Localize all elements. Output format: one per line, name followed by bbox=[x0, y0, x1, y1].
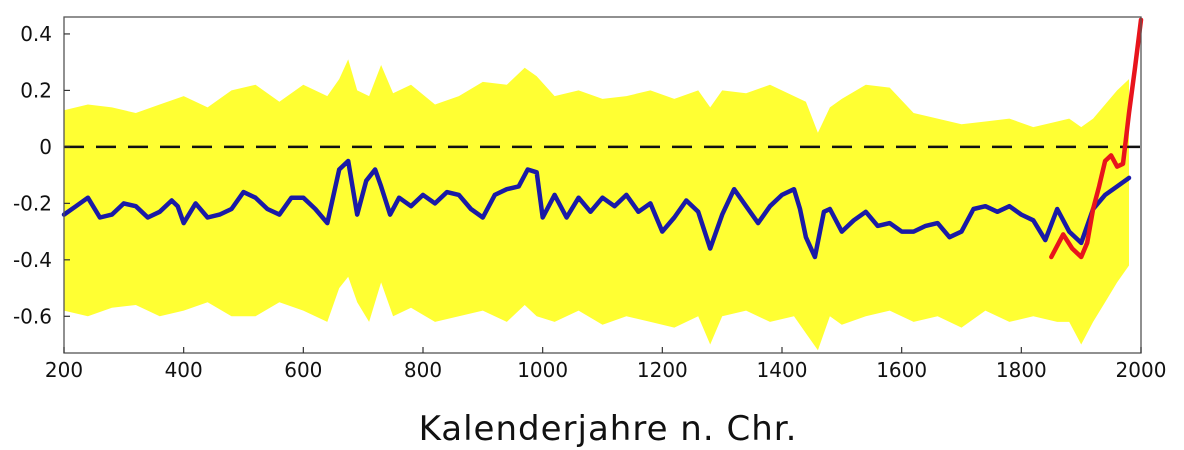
axis-ticks-layer: 200 400 600 800 1000 1200 1400 1600 1800 2000 0.4 0… bbox=[13, 22, 1166, 382]
x-tick-label: 1400 bbox=[757, 358, 808, 382]
y-tick-label: 0 bbox=[39, 135, 52, 159]
x-axis-label: Kalenderjahre n. Chr. bbox=[419, 409, 798, 449]
x-tick-label: 1000 bbox=[517, 358, 568, 382]
y-tick-label: -0.6 bbox=[13, 304, 52, 328]
x-tick-label: 200 bbox=[45, 358, 83, 382]
x-tick-label: 1600 bbox=[876, 358, 927, 382]
y-tick-label: 0.2 bbox=[20, 78, 52, 102]
x-tick-label: 1200 bbox=[637, 358, 688, 382]
series-layer bbox=[61, 17, 1144, 260]
y-tick-label: 0.4 bbox=[20, 22, 52, 46]
x-tick-label: 600 bbox=[284, 358, 322, 382]
instrumental-series-line bbox=[1049, 17, 1144, 260]
plot-frame bbox=[63, 16, 1142, 354]
y-tick-label: -0.4 bbox=[13, 248, 52, 272]
y-tick-label: -0.2 bbox=[13, 191, 52, 215]
x-tick-label: 1800 bbox=[996, 358, 1047, 382]
x-tick-label: 400 bbox=[165, 358, 203, 382]
x-tick-label: 800 bbox=[404, 358, 442, 382]
x-tick-label: 2000 bbox=[1116, 358, 1167, 382]
reconstruction-series-line bbox=[61, 158, 1132, 260]
